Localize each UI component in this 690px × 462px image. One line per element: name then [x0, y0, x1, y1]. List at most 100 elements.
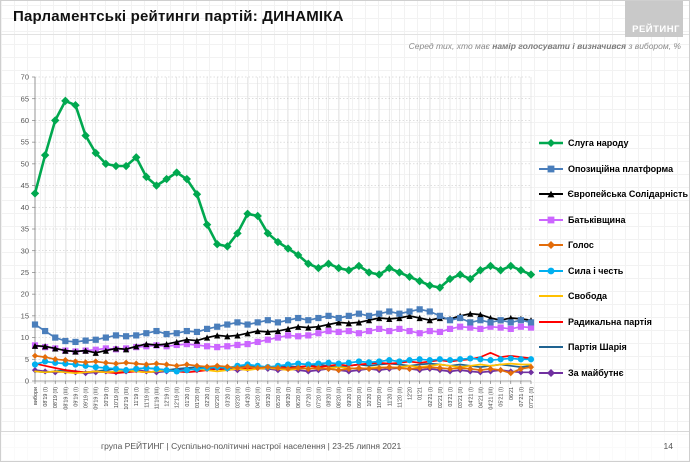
rating-logo: РЕЙТИНГ [625, 1, 683, 37]
x-tick-label: 11'19 (I) [134, 387, 140, 406]
legend-item-2: Європейська Солідарність [538, 188, 688, 200]
x-tick-label: 12'19 (I) [165, 387, 171, 407]
x-tick-label: 12'19 (II) [175, 387, 181, 408]
chart-legend: Слуга народу Опозиційна платформа Європейс… [538, 137, 688, 379]
x-tick-label: 09'20 (I) [347, 387, 353, 407]
x-tick-label: 10'19 (I) [104, 387, 110, 407]
x-tick-label: 11'19 (III) [154, 387, 160, 409]
x-tick-label: 03'20 (I) [225, 387, 231, 407]
x-tick-label: 11'20 (I) [387, 387, 393, 406]
x-tick-label: 11'20 (II) [397, 387, 403, 408]
x-tick-label: 04'21 (II) [478, 387, 484, 408]
y-tick-label: 45 [21, 181, 29, 190]
legend-label: Європейська Солідарність [567, 189, 688, 200]
legend-label: Радикальна партія [568, 316, 652, 327]
page-title: Парламентські рейтинги партій: ДИНАМІКА [13, 8, 344, 25]
legend-label: Слуга народу [568, 138, 629, 148]
legend-item-6: Свобода [538, 290, 688, 302]
x-tick-label: 04'20 (I) [246, 387, 252, 407]
x-tick-label: 02'20 (II) [215, 387, 221, 408]
y-tick-label: 60 [21, 116, 29, 125]
legend-item-1: Опозиційна платформа [538, 163, 688, 175]
legend-marker-icon [539, 295, 563, 298]
y-tick-label: 50 [21, 159, 29, 168]
legend-marker-icon [539, 190, 563, 198]
y-tick-label: 65 [21, 94, 29, 103]
legend-marker-icon [539, 267, 563, 275]
x-tick-label: 09'19 (II) [84, 387, 90, 408]
y-tick-label: 40 [21, 203, 29, 212]
subtitle-bold: намір голосувати і визначився [492, 41, 627, 51]
header-divider [1, 34, 689, 35]
x-tick-label: 08'20 (I) [327, 387, 333, 407]
legend-label: Батьківщина [568, 214, 626, 225]
y-tick-label: 55 [21, 138, 29, 147]
x-tick-label: 05'20 (II) [276, 387, 282, 408]
y-tick-label: 0 [25, 377, 29, 386]
y-tick-label: 70 [21, 73, 29, 82]
legend-item-3: Батьківщина [538, 214, 688, 226]
legend-item-0: Слуга народу [538, 137, 688, 149]
x-tick-label: 07'21 (II) [529, 387, 535, 408]
legend-marker-icon [539, 165, 563, 172]
legend-marker-icon [539, 346, 563, 349]
x-tick-label: 05'20 (I) [266, 387, 272, 407]
x-tick-label: 11'19 (II) [144, 387, 150, 408]
legend-label: За майбутнє [568, 367, 624, 378]
legend-marker-icon [539, 241, 563, 250]
x-tick-label: 12'20 [408, 387, 414, 400]
x-tick-label: 03'21 (I) [448, 387, 454, 407]
subtitle-prefix: Серед тих, хто має [408, 41, 493, 51]
x-tick-label: 03'21 (II) [458, 387, 464, 408]
legend-item-9: За майбутнє [538, 367, 688, 379]
x-tick-label: 10'19 (III) [124, 387, 130, 410]
legend-marker-icon [539, 320, 563, 323]
y-tick-label: 10 [21, 333, 29, 342]
legend-label: Опозиційна платформа [568, 163, 674, 174]
x-tick-label: 02'20 (I) [205, 387, 211, 407]
x-tick-label: 09'20 (II) [357, 387, 363, 408]
x-tick-label: 10'19 (II) [114, 387, 120, 408]
chart-subtitle: Серед тих, хто має намір голосувати і ви… [409, 41, 681, 51]
x-tick-label: 08'19 (II) [53, 387, 59, 408]
y-tick-label: 25 [21, 268, 29, 277]
legend-label: Голос [568, 240, 594, 251]
chart-svg: вибори 08'19 (I) 08'19 (II) 08'19 (III) 09'1… [21, 73, 536, 410]
line-chart: вибори 08'19 (I) 08'19 (II) 08'19 (III) 09'1… [9, 69, 539, 436]
x-tick-label: 06'20 (II) [296, 387, 302, 408]
y-tick-label: 30 [21, 246, 29, 255]
x-tick-label: 02'21 (I) [428, 387, 434, 407]
legend-marker-icon [539, 368, 563, 377]
footer: група РЕЙТИНГ | Суспільно-політичні наст… [1, 431, 689, 461]
series-line-0 [33, 99, 533, 289]
footer-source-text: група РЕЙТИНГ | Суспільно-політичні наст… [101, 441, 402, 451]
legend-item-8: Партія Шарія [538, 341, 688, 353]
x-tick-label: 06'21 [509, 387, 515, 400]
x-tick-label: 08'20 (II) [337, 387, 343, 408]
x-tick-label: 02'21 (II) [438, 387, 444, 408]
y-tick-label: 15 [21, 311, 29, 320]
x-tick-label: 04'21 (I) [468, 387, 474, 407]
x-tick-label: вибори [33, 387, 39, 405]
x-tick-label: 09'19 (III) [94, 387, 100, 410]
x-tick-label: 08'19 (I) [43, 387, 49, 407]
legend-item-4: Голос [538, 239, 688, 251]
x-tick-label: 10'20 (I) [367, 387, 373, 407]
y-tick-label: 35 [21, 225, 29, 234]
legend-item-5: Сила і честь [538, 265, 688, 277]
y-tick-label: 20 [21, 290, 29, 299]
x-tick-label: 10'20 (II) [377, 387, 383, 408]
legend-label: Свобода [568, 291, 608, 302]
x-tick-label: 05'21 (I) [499, 387, 505, 407]
page-number: 14 [663, 441, 673, 451]
legend-item-7: Радикальна партія [538, 316, 688, 328]
x-tick-label: 01'20 (II) [195, 387, 201, 408]
x-tick-label: 09'19 (I) [73, 387, 79, 407]
x-tick-label: 07'21 (I) [519, 387, 525, 407]
x-tick-label: 07'20 (II) [316, 387, 322, 408]
x-tick-label: 01'21 [418, 387, 424, 400]
y-tick-label: 5 [25, 355, 29, 364]
rating-logo-text: РЕЙТИНГ [632, 24, 680, 35]
legend-label: Партія Шарія [568, 342, 627, 353]
